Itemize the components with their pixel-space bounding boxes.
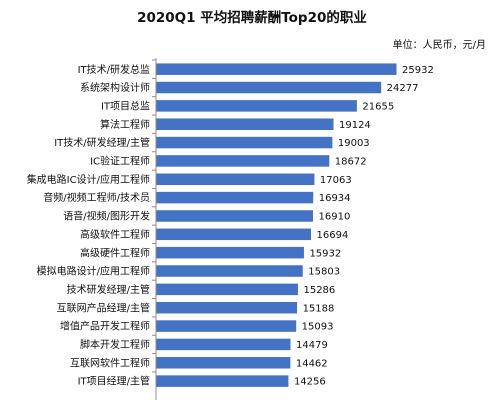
value-label: 19124 <box>339 120 371 131</box>
bar <box>156 81 382 94</box>
category-label: IT项目总监 <box>101 99 150 112</box>
bar <box>156 357 291 369</box>
bar <box>156 136 333 149</box>
chart-title: 2020Q1 平均招聘薪酬Top20的职业 <box>137 9 367 26</box>
category-label: 算法工程师 <box>100 118 150 131</box>
value-label: 21655 <box>362 101 394 112</box>
category-label: 集成电路IC设计/应用工程师 <box>27 173 150 186</box>
bar <box>156 246 304 259</box>
bar <box>156 320 297 332</box>
bar <box>156 375 289 387</box>
value-label: 15286 <box>303 285 335 296</box>
value-label: 17063 <box>320 175 352 186</box>
bar <box>156 283 298 296</box>
category-label: 音频/视频工程师/技术员 <box>43 191 150 204</box>
bar <box>156 301 298 314</box>
value-label: 24277 <box>387 83 419 94</box>
value-label: 15093 <box>302 322 334 333</box>
bar <box>156 191 314 204</box>
value-label: 14256 <box>294 377 326 388</box>
bar <box>156 210 314 222</box>
category-label: IT技术/研发总监 <box>78 63 150 76</box>
category-label: 系统架构设计师 <box>80 81 150 94</box>
category-label: 脚本开发工程师 <box>80 338 150 351</box>
category-label: IT项目经理/主管 <box>78 375 150 388</box>
value-label: 15932 <box>309 248 341 259</box>
value-label: 19003 <box>338 138 370 149</box>
bar <box>156 228 312 241</box>
category-label: 模拟电路设计/应用工程师 <box>37 265 150 278</box>
category-label: 高级软件工程师 <box>80 228 150 241</box>
category-label: 技术研发经理/主管 <box>67 283 150 296</box>
bar <box>156 155 330 167</box>
value-label: 14462 <box>296 358 328 369</box>
bar <box>156 118 334 130</box>
unit-label: 单位：人民币，元/月 <box>393 38 486 51</box>
bar <box>156 265 303 277</box>
bar <box>156 338 291 351</box>
bar <box>156 173 315 186</box>
value-label: 15188 <box>303 303 335 314</box>
bars-group: IT技术/研发总监 25932 系统架构设计师 24277 IT项目总监 21655 算法工… <box>27 59 434 388</box>
category-label: 互联网软件工程师 <box>70 356 150 369</box>
category-label: 高级硬件工程师 <box>80 246 150 259</box>
value-label: 16910 <box>319 212 351 223</box>
category-label: 互联网产品经理/主管 <box>57 301 150 314</box>
value-label: 16934 <box>319 193 351 204</box>
category-label: IC验证工程师 <box>90 155 150 168</box>
bar <box>156 100 357 112</box>
value-label: 14479 <box>296 340 328 351</box>
value-label: 16694 <box>317 230 349 241</box>
value-label: 25932 <box>402 65 434 76</box>
category-label: 增值产品开发工程师 <box>60 320 150 333</box>
bar <box>156 63 397 75</box>
category-label: IT技术/研发经理/主管 <box>54 136 150 149</box>
category-label: 语音/视频/图形开发 <box>63 210 150 223</box>
value-label: 18672 <box>335 157 367 168</box>
value-label: 15803 <box>308 267 340 278</box>
